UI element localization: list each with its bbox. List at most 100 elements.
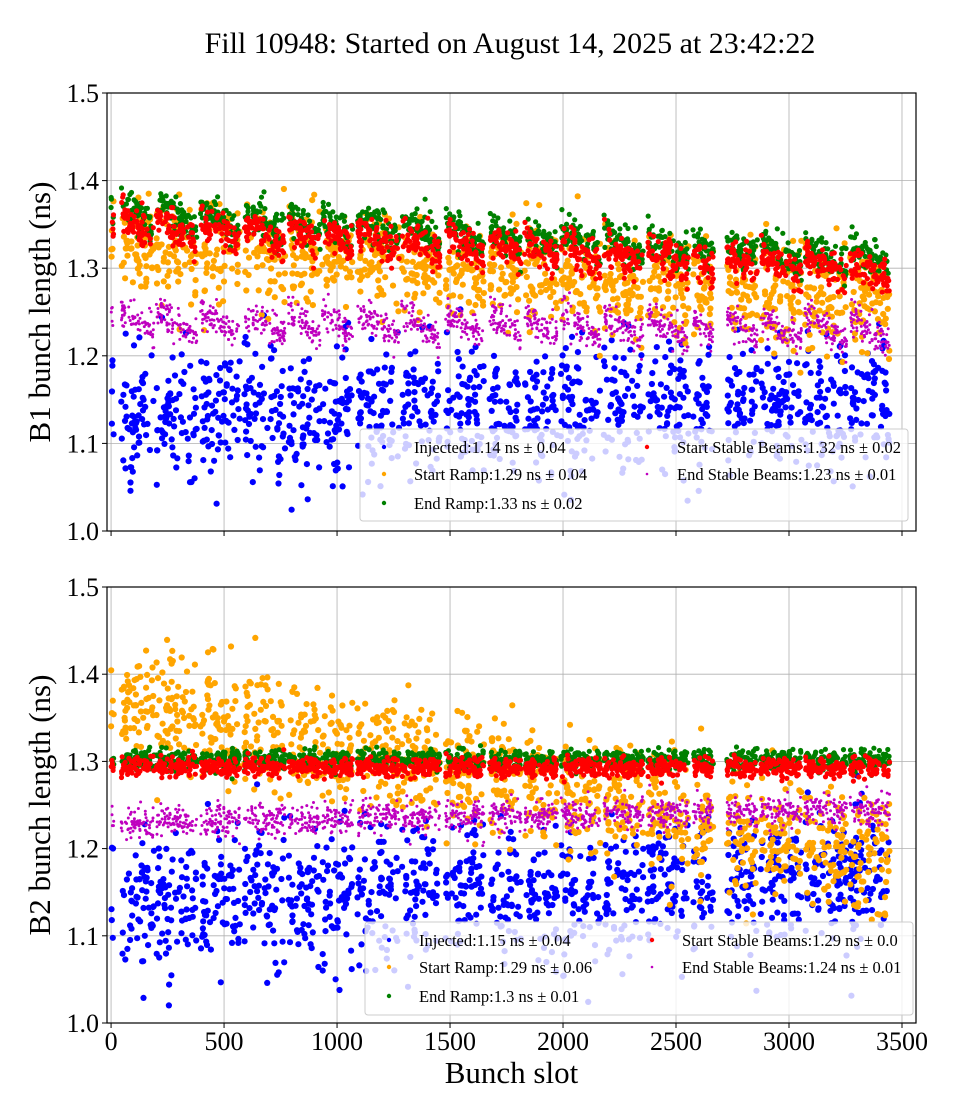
data-point [399,233,405,239]
data-point [675,375,682,382]
data-point [647,286,655,293]
data-point [307,429,314,436]
data-point [662,277,668,283]
data-point [645,244,651,250]
data-point [790,237,797,244]
data-point [243,229,249,235]
data-point [690,413,697,420]
data-point [160,319,164,323]
data-point [815,273,821,279]
data-point [393,300,400,307]
data-point [178,327,182,331]
data-point [412,290,419,297]
data-point [198,358,205,365]
data-point [576,250,583,256]
data-point [409,277,416,284]
data-point [181,368,188,376]
data-point [176,306,180,310]
data-point [247,317,251,321]
data-point [702,240,709,246]
data-point [241,339,248,346]
data-point [515,271,521,278]
data-point [728,290,735,297]
data-point [168,436,175,443]
data-point [726,280,734,287]
data-point [134,322,138,326]
data-point [181,261,188,268]
data-point [471,408,478,416]
data-point [208,215,215,221]
data-point [357,410,364,417]
data-point [214,330,218,334]
data-point [778,387,786,394]
data-point [476,383,483,390]
data-point [131,444,138,451]
data-point [135,412,142,419]
data-point [445,409,452,417]
data-point [837,390,844,397]
data-point [590,280,597,287]
data-point [316,268,323,275]
data-point [293,255,300,262]
data-point [313,432,320,439]
data-point [245,254,253,261]
data-point [118,435,125,442]
data-point [205,389,212,396]
data-point [357,371,364,378]
data-point [171,327,175,331]
data-point [513,408,520,415]
data-point [699,382,707,389]
data-point [690,271,697,278]
data-point [653,344,660,351]
data-point [526,329,533,336]
data-point [746,371,753,378]
data-point [142,255,149,262]
data-point [204,200,210,206]
data-point [429,277,436,284]
data-point [127,191,133,198]
data-point [677,357,684,364]
data-point [279,367,286,375]
data-point [743,293,751,300]
data-point [611,365,618,372]
data-point [213,372,220,379]
data-point [127,305,131,309]
data-point [851,389,859,396]
data-point [140,311,144,315]
data-point [586,260,592,266]
data-point [646,277,653,285]
data-point [225,419,232,426]
data-point [665,281,672,288]
data-point [163,404,170,411]
data-point [857,272,863,278]
data-point [202,300,205,304]
data-point [422,266,429,273]
data-point [614,416,621,423]
data-point [875,293,882,300]
data-point [118,398,125,405]
data-point [793,273,799,279]
data-point [388,240,394,246]
data-point [220,389,227,396]
data-point [233,373,240,380]
data-point [758,337,765,344]
data-point [607,270,614,278]
data-point [450,292,457,299]
data-point [348,223,354,229]
data-point [870,286,876,292]
data-point [186,259,193,266]
data-point [280,185,287,193]
data-point [424,276,431,283]
data-point [629,377,636,384]
data-point [465,231,471,237]
data-point [559,352,566,359]
data-point [212,318,216,322]
data-point [816,307,823,314]
data-point [306,414,313,421]
data-point [646,413,653,420]
data-point [701,284,708,291]
data-point [666,236,672,242]
data-point [270,243,276,249]
data-point [192,292,199,299]
data-point [234,387,241,394]
